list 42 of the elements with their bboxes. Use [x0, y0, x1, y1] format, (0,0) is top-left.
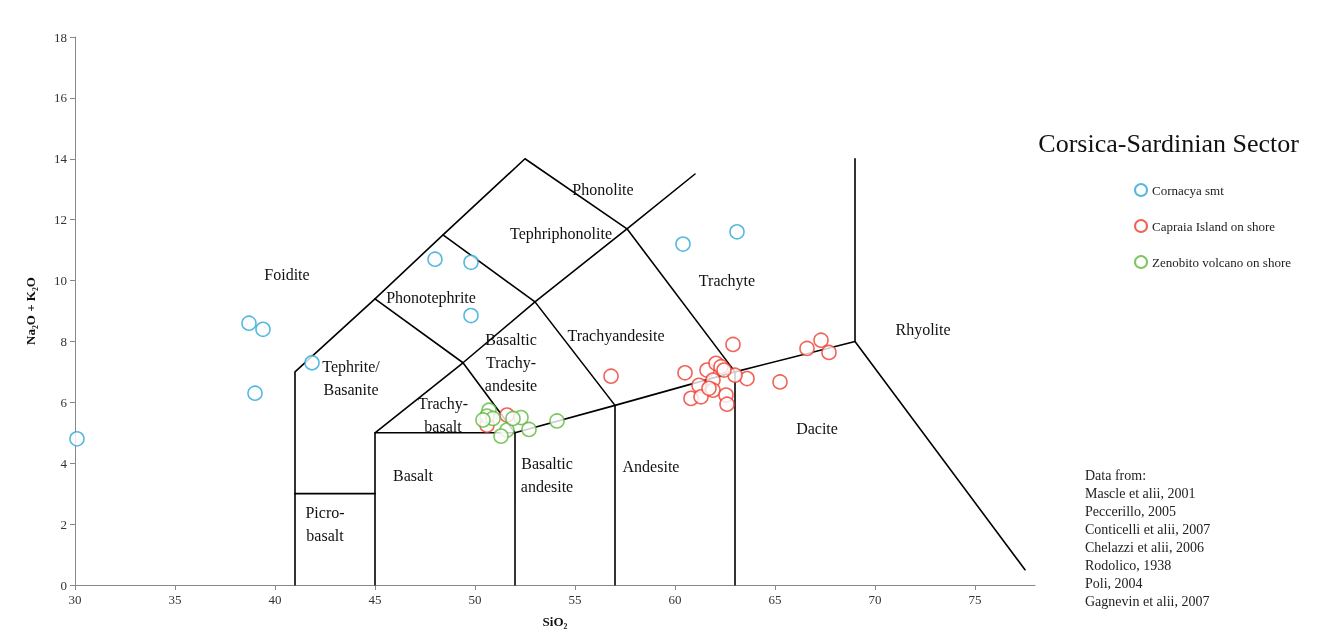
y-tick-label: 16 [54, 90, 68, 106]
x-tick-label: 50 [468, 592, 482, 607]
x-tick-label: 40 [268, 592, 282, 607]
x-tick-label: 65 [768, 592, 782, 607]
annotation: Basaltic andesite [520, 455, 574, 496]
annotation: Picro- basalt [305, 504, 345, 545]
x-tick-label: 35 [168, 592, 182, 607]
legend-label: Capraia Island on shore [1152, 218, 1276, 234]
y-tick-label: 2 [60, 516, 67, 532]
legend-label: Cornacya smt [1152, 182, 1225, 198]
x-tick-label: 30 [68, 592, 82, 607]
annotation: Rhyolite [895, 320, 951, 339]
y-tick-label: 4 [60, 455, 68, 471]
annotation: Foidite [264, 265, 310, 283]
x-tick-label: 55 [568, 592, 582, 607]
annotation: Basalt [393, 466, 434, 484]
annotation: Phonotephrite [386, 288, 476, 307]
text: Data from: Mascle et alii, 2001 Peccerillo, 2005 Conticelli et alii, 2007 Chelazzi et alii, 2006 Rodolico, 1938 Poli, 2004 Gagnevin et alii, 2007 [1085, 467, 1211, 609]
text: Corsica-Sardinian Sector [1038, 128, 1300, 158]
x-tick-label: 60 [668, 592, 682, 607]
y-tick-label: 0 [60, 577, 67, 593]
annotation: Tephrite/ Basanite [322, 357, 381, 398]
annotation: Trachyte [698, 272, 756, 291]
legend-label: Zenobito volcano on shore [1152, 254, 1292, 270]
x-tick-label: 70 [868, 592, 882, 607]
x-axis-title: SiO₂ [542, 614, 568, 629]
y-tick-label: 18 [54, 29, 67, 45]
y-tick-label: 10 [54, 273, 67, 289]
x-tick-label: 45 [368, 592, 382, 607]
annotation: Tephriphonolite [510, 224, 612, 243]
y-tick-label: 8 [60, 333, 67, 349]
x-tick-label: 75 [968, 592, 982, 607]
annotation: Trachy- basalt [417, 394, 469, 435]
y-tick-label: 12 [54, 212, 67, 228]
annotation: Phonolite [572, 180, 634, 198]
annotation: Dacite [796, 419, 838, 437]
annotation: Andesite [622, 457, 680, 475]
y-tick-label: 14 [54, 151, 68, 167]
y-tick-label: 6 [60, 394, 68, 410]
annotation: Trachyandesite [567, 326, 665, 345]
annotation: Basaltic Trachy- andesite [484, 331, 538, 395]
y-axis-title: Na₂O + K₂O [23, 277, 38, 345]
